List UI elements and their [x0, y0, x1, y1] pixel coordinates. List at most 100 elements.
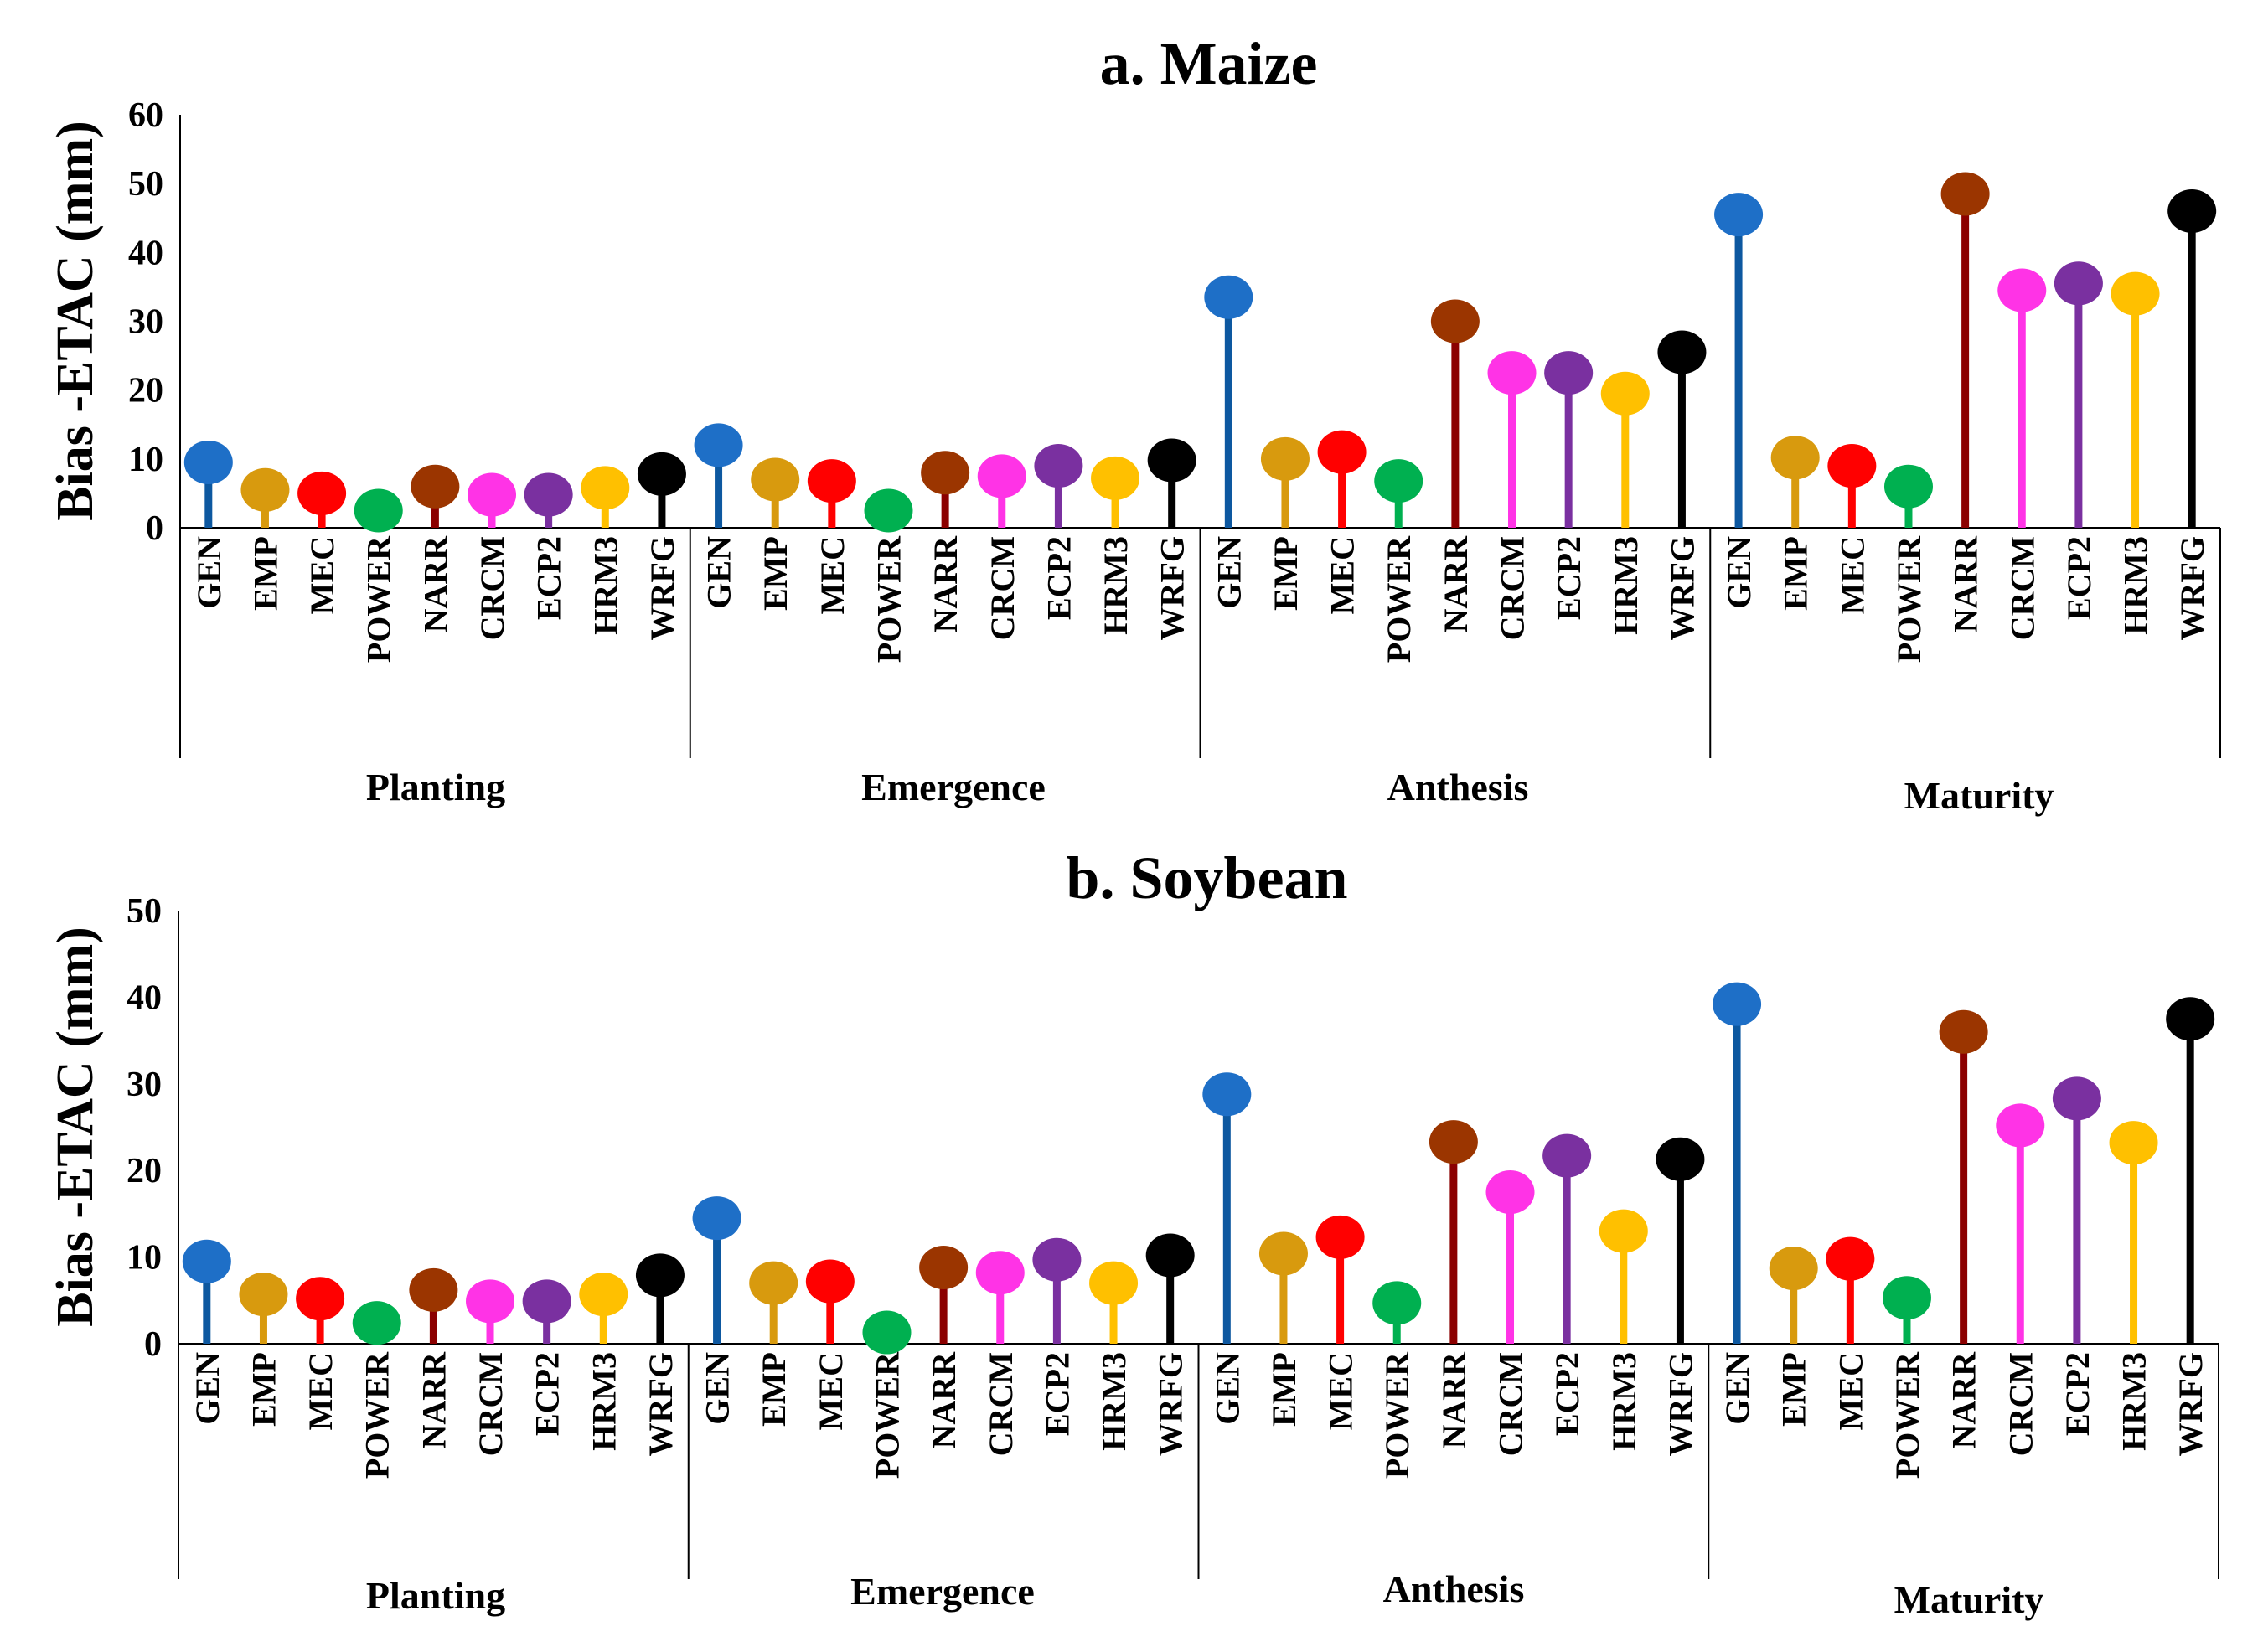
y-tick-label: 40 [128, 234, 163, 272]
lollipop-head: WRFG: 21.3 [1656, 1137, 1705, 1181]
category-label: ECP2 [2060, 536, 2098, 620]
category-label: EMP [1267, 536, 1305, 611]
category-label: POWER [870, 535, 907, 663]
lollipop-head: CRCM: 34.5 [1997, 268, 2047, 312]
lollipop-head: CRCM: 25.2 [1996, 1103, 2045, 1148]
lollipop-head: EMP: 7 [751, 457, 800, 502]
lollipop-head: CRCM: 22.5 [1487, 351, 1537, 395]
category-label: HRM3 [2116, 1352, 2153, 1451]
category-label: ECP2 [1548, 1352, 1586, 1436]
category-label: HRM3 [1095, 1352, 1133, 1451]
category-label: WRFG [2173, 536, 2211, 640]
category-label: HRM3 [1097, 536, 1134, 635]
category-label: WRFG [1661, 1352, 1699, 1456]
lollipop-head: WRFG: 7.8 [637, 452, 686, 496]
lollipop-head: GEN: 39.2 [1713, 982, 1762, 1026]
y-tick-label: 0 [144, 1325, 162, 1364]
lollipop-head: ECP2: 22.5 [1544, 351, 1594, 395]
lollipop-head: ECP2: 35.5 [2054, 261, 2103, 306]
category-label: WRFG [2172, 1352, 2209, 1456]
lollipop-head: MEC: 5 [297, 471, 347, 515]
category-label: WRFG [643, 536, 681, 640]
lollipop-head: ECP2: 9 [1034, 444, 1083, 488]
y-tick-label: 20 [128, 372, 163, 410]
category-label: POWER [360, 535, 398, 663]
y-tick-label: 20 [127, 1152, 162, 1190]
lollipop-head: GEN: 14.5 [692, 1196, 741, 1241]
category-label: HRM3 [2117, 536, 2155, 635]
lollipop-head: NARR: 6.2 [409, 1267, 458, 1312]
category-label: NARR [1947, 535, 1985, 633]
category-label: ECP2 [530, 536, 568, 620]
category-label: MEC [814, 536, 851, 614]
lollipop-head: NARR: 8.8 [919, 1246, 969, 1290]
lollipop-head: GEN: 45.5 [1714, 193, 1764, 237]
category-label: CRCM [984, 536, 1021, 640]
category-label: NARR [925, 1351, 963, 1449]
group-label: Anthesis [1383, 1567, 1525, 1610]
category-label: ECP2 [1040, 536, 1077, 620]
group-label: Emergence [850, 1570, 1035, 1613]
category-label: HRM3 [586, 536, 624, 635]
lollipop-head: WRFG: 9.8 [1147, 438, 1196, 483]
category-label: MEC [812, 1352, 850, 1430]
group-label: Planting [366, 1574, 505, 1617]
category-label: EMP [1775, 1352, 1813, 1427]
y-tick-label: 50 [128, 165, 163, 204]
y-axis-label: Bias -ETAC (mm) [47, 927, 104, 1327]
lollipop-head: ECP2: 28.3 [2052, 1076, 2101, 1121]
category-label: CRCM [472, 1352, 509, 1456]
lollipop-head: CRCM: 8.2 [975, 1251, 1025, 1295]
lollipop-head: POWER: 6.8 [1374, 459, 1423, 503]
category-label: POWER [1380, 535, 1418, 663]
y-axis-label: Bias -ETAC (mm) [47, 121, 104, 521]
maize-chart: a. Maize Bias -ETAC (mm) 0 10 20 30 40 50 60 Plan… [47, 30, 2221, 817]
lollipop-head: MEC: 12.3 [1315, 1215, 1365, 1259]
category-label: GEN [1720, 536, 1758, 609]
chart-title: b. Soybean [1066, 844, 1347, 911]
lollipop-head: POWER: 6 [1883, 464, 1933, 509]
category-label: POWER [868, 1351, 906, 1479]
category-label: WRFG [1154, 536, 1191, 640]
lollipop-head: NARR: 48.5 [1940, 172, 1990, 216]
category-label: POWER [1378, 1351, 1416, 1479]
category-label: EMP [757, 536, 794, 611]
category-label: WRFG [1663, 536, 1701, 640]
lollipop-head: POWER: 2.4 [352, 1301, 401, 1345]
y-tick-label: 30 [127, 1066, 162, 1104]
lollipop-head: GEN: 28.8 [1202, 1072, 1252, 1117]
y-tick-label: 10 [128, 441, 163, 479]
category-label: EMP [1265, 1352, 1303, 1427]
category-label: POWER [359, 1351, 396, 1479]
lollipop-head: HRM3: 5.7 [579, 1273, 628, 1317]
category-label: EMP [245, 1352, 282, 1427]
category-label: GEN [699, 1352, 736, 1425]
category-label: CRCM [1494, 536, 1532, 640]
group-label: Maturity [1894, 1578, 2044, 1621]
lollipop-head: MEC: 6.8 [807, 459, 856, 503]
category-label: EMP [246, 536, 284, 611]
category-label: HRM3 [585, 1352, 623, 1451]
group-label: Planting [366, 766, 505, 808]
category-label: NARR [927, 535, 964, 633]
category-label: WRFG [1152, 1352, 1190, 1456]
lollipop-head: EMP: 10 [1260, 436, 1310, 481]
category-label: HRM3 [1605, 1352, 1643, 1451]
lollipop-head: WRFG: 37.5 [2166, 997, 2215, 1041]
lollipop-head: HRM3: 19.5 [1600, 371, 1650, 416]
category-label: ECP2 [1550, 536, 1588, 620]
category-label: WRFG [642, 1352, 679, 1456]
category-label: GEN [190, 536, 228, 609]
lollipop-head: HRM3: 13 [1599, 1209, 1648, 1253]
lollipop-head: POWER: 4.7 [1372, 1281, 1422, 1325]
lollipop-head: CRCM: 17.5 [1485, 1170, 1535, 1215]
lollipop-head: HRM3: 5.8 [581, 466, 630, 510]
lollipop-head: POWER: 5.3 [1882, 1276, 1931, 1320]
category-label: CRCM [2003, 536, 2041, 640]
category-label: NARR [415, 1351, 452, 1449]
category-label: MEC [1832, 1352, 1869, 1430]
category-label: NARR [1945, 1351, 1983, 1449]
lollipop-head: POWER: 2.5 [864, 488, 913, 533]
group-label: Anthesis [1387, 766, 1529, 808]
